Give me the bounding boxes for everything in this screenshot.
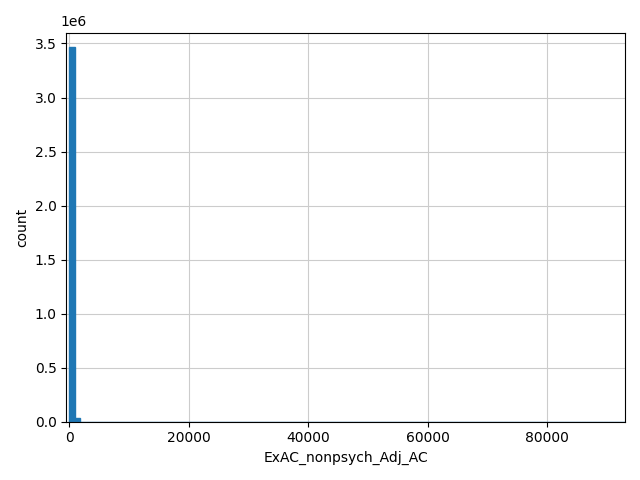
Text: 1e6: 1e6 bbox=[61, 15, 87, 29]
Y-axis label: count: count bbox=[15, 207, 29, 247]
Bar bbox=[69, 47, 75, 421]
Bar bbox=[75, 418, 81, 421]
X-axis label: ExAC_nonpsych_Adj_AC: ExAC_nonpsych_Adj_AC bbox=[263, 451, 428, 465]
